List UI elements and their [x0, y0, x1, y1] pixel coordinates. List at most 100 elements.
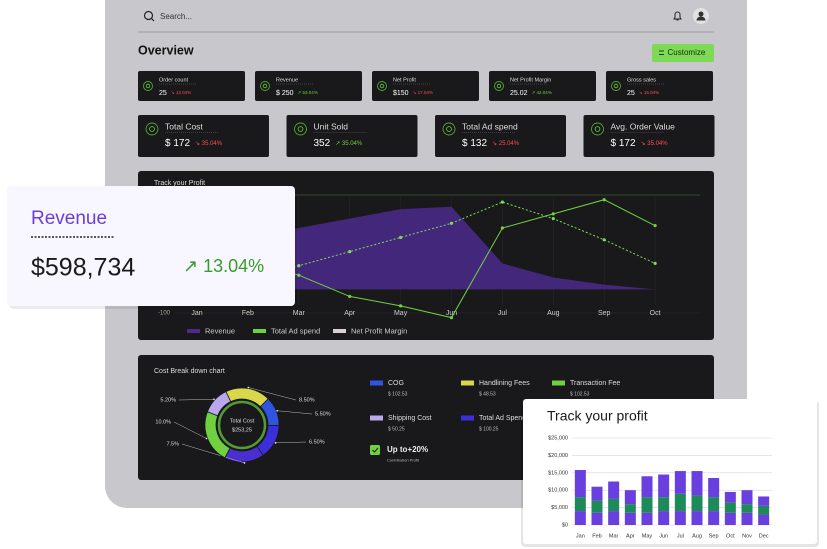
bar-segment [708, 511, 720, 525]
metric-value-row: $150 ↘ 17.04% [393, 90, 433, 97]
legend-swatch [370, 380, 383, 386]
metric-label: Total Cost [165, 121, 203, 131]
bar-segment [724, 502, 736, 513]
leader-line [248, 387, 297, 401]
search-icon [151, 18, 155, 22]
card-icon-dot [613, 83, 619, 89]
card-icon-dot [145, 83, 151, 89]
legend-label: Net Profit Margin [351, 326, 407, 335]
x-tick-label: May [642, 533, 653, 539]
legend-label: Revenue [205, 326, 235, 335]
donut-hole [222, 405, 262, 445]
point [551, 212, 555, 216]
bar-segment [624, 512, 636, 525]
x-tick-label: Dec [759, 533, 769, 539]
card-title: Revenue [31, 208, 107, 229]
x-tick-label: Aug [547, 310, 560, 317]
page-title: Overview [138, 43, 194, 57]
metric-change: ↘ 13.04% [171, 90, 191, 95]
donut-inner-ring [217, 400, 267, 450]
leader-line [277, 410, 313, 415]
x-tick-label: Mar [293, 310, 306, 317]
metric-value: 25 [627, 90, 635, 97]
legend-amount: $ 48.53 [479, 391, 496, 397]
card-icon [591, 122, 604, 136]
x-tick-label: Jun [446, 310, 457, 317]
x-tick-label: Feb [592, 533, 601, 539]
value-label: 5.50% [315, 411, 331, 417]
y-tick-label: -100 [158, 311, 171, 317]
point [297, 273, 301, 277]
card-icon [611, 81, 621, 91]
bar-segment [591, 500, 603, 513]
card-change: ↗ 13.04% [183, 256, 264, 276]
card-icon-dot [594, 126, 601, 132]
metric-value-row: $ 172 ↘ 35.04% [611, 138, 669, 149]
x-tick-label: Nov [742, 533, 752, 539]
bar-segment [674, 493, 686, 512]
metric-card [255, 71, 362, 101]
x-tick-label: Mar [609, 533, 619, 539]
metric-label: Gross sales [627, 77, 656, 83]
value-label: 10.0% [155, 419, 171, 425]
point [551, 216, 555, 221]
value-label: 8.50% [299, 397, 315, 403]
metric-value-row: 25.02 ↗ 42.04% [510, 90, 552, 97]
bar-segment [641, 512, 653, 525]
metric-value-row: $ 250 ↗ 53.04% [276, 90, 318, 97]
bar-segment [708, 497, 720, 512]
profit-card: Track your profit $0 $5,000 $10,000 $15,000 $… [521, 399, 819, 547]
bar-segment [724, 491, 736, 503]
search-input[interactable]: Search... [160, 12, 192, 21]
y-tick-label: $0 [562, 522, 568, 528]
metric-change: ↘ 17.04% [413, 90, 433, 95]
metric-value-row: 352 ↗ 35.04% [314, 138, 363, 149]
bar-segment [691, 511, 703, 525]
bar-segment [624, 504, 636, 513]
point [348, 294, 352, 299]
promo-check [370, 445, 380, 455]
legend-name: Handlining Fees [479, 380, 530, 387]
leader-dot [247, 386, 250, 389]
metric-card [138, 115, 269, 157]
card-icon [494, 81, 504, 91]
x-tick-label: Apr [626, 533, 635, 539]
donut-slice [206, 391, 232, 417]
metric-value-row: $ 132 ↘ 25.04% [462, 138, 520, 149]
bar-segment [574, 497, 586, 512]
card-icon-dot [262, 83, 268, 89]
point [297, 264, 301, 268]
metric-card [435, 115, 566, 157]
metric-value: 25 [159, 90, 167, 97]
chart-title: Cost Break down chart [154, 368, 225, 375]
bar-segment [591, 486, 603, 501]
customize-button[interactable] [652, 44, 714, 62]
notification-icon[interactable] [673, 11, 682, 21]
avatar-body [696, 16, 706, 21]
revenue-card: Revenue $598,734 ↗ 13.04% [7, 186, 297, 309]
metric-card [583, 115, 715, 157]
metric-card [372, 71, 479, 101]
metric-value: $ 250 [276, 90, 294, 97]
metric-change: ↗ 53.04% [298, 90, 318, 95]
bar-segment [624, 490, 636, 505]
card-icon [442, 122, 456, 136]
metric-card [286, 115, 418, 157]
bar-segment [741, 490, 753, 505]
card-icon [377, 81, 387, 91]
metric-card [606, 71, 713, 101]
center-title: Total Cost [230, 418, 255, 424]
x-tick-label: Oct [650, 310, 661, 317]
legend-swatch [461, 415, 474, 421]
metric-value: $ 132 [462, 138, 487, 149]
bar-segment [674, 471, 686, 494]
metric-value: $150 [393, 90, 409, 97]
metric-label: Net Profit [393, 77, 416, 83]
customize-label[interactable]: Customize [668, 48, 706, 57]
bar-segment [674, 511, 686, 525]
bar-segment [574, 470, 586, 498]
leader-line [178, 399, 215, 401]
legend-amount: $ 50.25 [388, 426, 405, 432]
card-value: $598,734 [31, 254, 135, 282]
bar-segment [758, 496, 770, 506]
